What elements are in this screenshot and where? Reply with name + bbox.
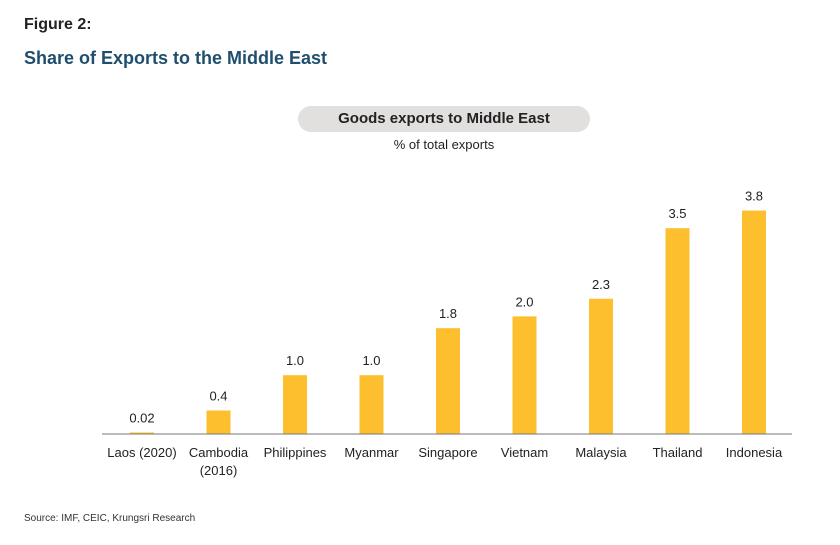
bar bbox=[589, 298, 613, 434]
bar bbox=[130, 432, 154, 434]
bar bbox=[665, 228, 690, 434]
x-tick-label: Malaysia bbox=[575, 445, 627, 460]
data-label: 1.8 bbox=[439, 306, 457, 321]
source-note: Source: IMF, CEIC, Krungsri Research bbox=[24, 513, 196, 524]
chart-subtitle: % of total exports bbox=[393, 137, 495, 152]
data-label: 1.0 bbox=[286, 353, 304, 368]
data-label: 0.02 bbox=[129, 411, 154, 426]
x-tick-label: Cambodia bbox=[189, 445, 249, 460]
x-tick-label: Philippines bbox=[264, 445, 327, 460]
bar bbox=[359, 375, 384, 434]
data-label: 1.0 bbox=[362, 353, 380, 368]
data-label: 3.5 bbox=[668, 206, 686, 221]
bar bbox=[742, 210, 766, 434]
bar bbox=[206, 410, 231, 434]
data-label: 2.3 bbox=[592, 277, 610, 292]
x-tick-label: Myanmar bbox=[344, 445, 399, 460]
x-tick-label: Laos (2020) bbox=[107, 445, 176, 460]
x-tick-label: (2016) bbox=[200, 463, 238, 478]
bar bbox=[436, 328, 460, 434]
x-tick-label: Singapore bbox=[418, 445, 477, 460]
bar bbox=[512, 316, 537, 434]
data-label: 2.0 bbox=[515, 294, 533, 309]
x-tick-label: Thailand bbox=[653, 445, 703, 460]
chart-title: Goods exports to Middle East bbox=[298, 106, 590, 132]
bar bbox=[283, 375, 307, 434]
figure-title: Share of Exports to the Middle East bbox=[24, 48, 328, 68]
data-label: 0.4 bbox=[209, 388, 227, 403]
x-tick-label: Indonesia bbox=[726, 445, 783, 460]
data-label: 3.8 bbox=[745, 189, 763, 204]
x-tick-label: Vietnam bbox=[501, 445, 548, 460]
figure-label: Figure 2: bbox=[24, 16, 92, 33]
